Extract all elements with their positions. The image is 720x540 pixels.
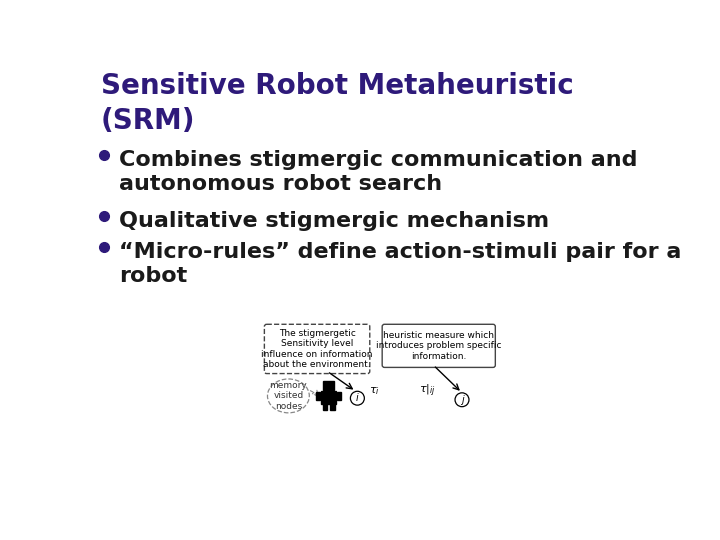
Text: heuristic measure which
introduces problem specific
information.: heuristic measure which introduces probl…	[376, 331, 502, 361]
Bar	[323, 381, 334, 390]
FancyBboxPatch shape	[382, 325, 495, 367]
Text: $\tau_i$: $\tau_i$	[369, 386, 380, 397]
Text: $\tau|_{ij}$: $\tau|_{ij}$	[418, 383, 436, 400]
Bar	[337, 392, 341, 400]
Bar	[323, 404, 327, 410]
Bar	[321, 390, 336, 404]
Text: Qualitative stigmergic mechanism: Qualitative stigmergic mechanism	[120, 211, 549, 231]
Text: j: j	[461, 395, 464, 405]
FancyBboxPatch shape	[264, 325, 370, 374]
Text: memory
visited
nodes: memory visited nodes	[269, 381, 307, 411]
Bar	[316, 392, 320, 400]
Bar	[330, 404, 335, 410]
Text: The stigmergetic
Sensitivity level
influence on information
about the environmen: The stigmergetic Sensitivity level influ…	[261, 329, 373, 369]
Text: i: i	[356, 393, 359, 403]
Text: Sensitive Robot Metaheuristic: Sensitive Robot Metaheuristic	[101, 72, 574, 100]
Text: (SRM): (SRM)	[101, 107, 195, 135]
Text: “Micro-rules” define action-stimuli pair for a
robot: “Micro-rules” define action-stimuli pair…	[120, 242, 682, 286]
Text: Combines stigmergic communication and
autonomous robot search: Combines stigmergic communication and au…	[120, 150, 638, 193]
